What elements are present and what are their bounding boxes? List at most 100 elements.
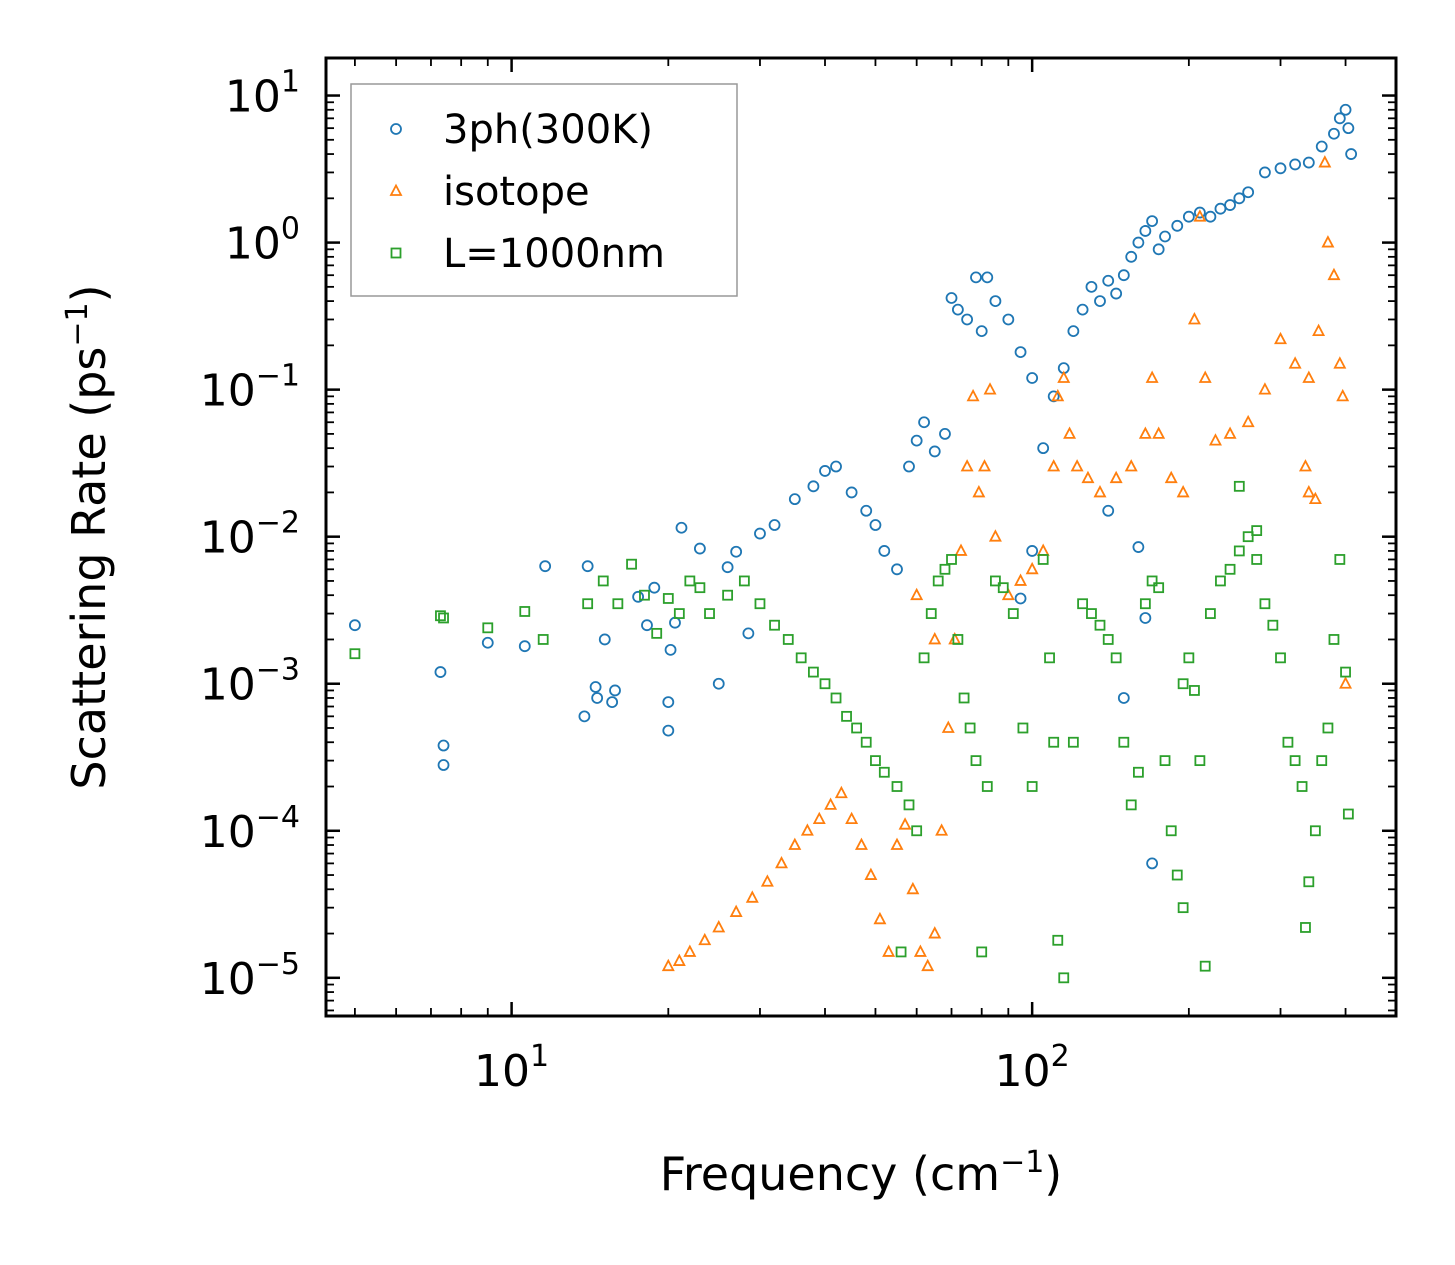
data-point: [1176, 484, 1190, 498]
data-point: [1233, 545, 1245, 557]
data-point: [978, 459, 992, 472]
data-point: [1133, 766, 1144, 778]
y-tick-label: 101: [225, 65, 300, 123]
data-point: [1289, 158, 1302, 171]
data-point: [941, 720, 955, 733]
data-point: [869, 519, 882, 531]
data-point: [975, 325, 988, 338]
data-point: [537, 634, 549, 645]
data-point: [662, 696, 675, 708]
x-tick-labels: 101 102: [474, 1039, 1070, 1097]
data-point: [1026, 545, 1039, 557]
data-point: [1094, 295, 1106, 308]
data-point: [834, 785, 848, 799]
data-point: [1303, 876, 1315, 888]
x-tick-label: 102: [995, 1039, 1070, 1097]
data-point: [939, 563, 951, 575]
data-point: [1102, 634, 1114, 645]
data-point: [482, 622, 494, 634]
y-tick-labels: 101 100 10−1 10−2 10−3 10−4 10−5: [200, 65, 300, 1005]
data-point: [769, 619, 780, 631]
data-point: [925, 608, 937, 619]
data-point: [918, 652, 930, 664]
data-point: [1289, 755, 1301, 767]
data-point: [782, 634, 794, 645]
data-point: [1322, 722, 1334, 734]
data-point: [990, 575, 1001, 587]
data-point: [981, 781, 993, 792]
data-point: [1058, 972, 1070, 984]
data-point: [1233, 480, 1245, 492]
data-point: [1342, 122, 1355, 135]
data-point: [1342, 808, 1354, 820]
data-point: [1193, 209, 1207, 222]
data-point: [1139, 612, 1152, 624]
data-point: [864, 867, 878, 880]
data-point: [1204, 210, 1217, 223]
y-tick-label: 10−2: [200, 506, 300, 564]
data-point: [1002, 313, 1015, 326]
data-point: [1183, 652, 1195, 664]
data-point: [1328, 634, 1340, 645]
data-point: [760, 874, 774, 887]
data-point: [1204, 608, 1216, 619]
data-point: [1165, 825, 1177, 837]
data-point: [860, 736, 872, 748]
data-point: [1124, 459, 1138, 472]
data-point: [1052, 934, 1064, 946]
legend-label: L=1000nm: [443, 231, 665, 277]
data-point: [1333, 356, 1347, 369]
data-points: [348, 103, 1358, 984]
data-point: [1132, 541, 1145, 553]
data-point: [928, 632, 942, 645]
data-point: [1117, 269, 1130, 282]
data-point: [1159, 230, 1171, 243]
data-point: [795, 652, 807, 664]
data-point: [1081, 470, 1095, 484]
data-point: [1194, 755, 1206, 767]
data-point: [1334, 554, 1346, 565]
data-point: [1132, 236, 1145, 249]
data-point: [754, 598, 766, 610]
data-point: [1025, 561, 1039, 575]
data-point: [966, 388, 980, 402]
data-point: [788, 493, 801, 506]
data-point: [882, 944, 896, 957]
data-point: [1309, 825, 1321, 837]
data-point: [910, 587, 924, 601]
data-point: [808, 666, 819, 678]
legend-marker: [390, 123, 402, 135]
data-point: [997, 582, 1009, 594]
data-point: [1159, 755, 1171, 767]
data-point: [845, 811, 859, 825]
data-point: [1057, 370, 1071, 383]
data-point: [976, 946, 988, 958]
data-point: [1233, 192, 1246, 205]
data-point: [1164, 470, 1178, 484]
data-point: [1118, 736, 1130, 748]
data-point: [1036, 543, 1050, 556]
data-point: [1152, 426, 1166, 439]
data-point: [662, 724, 675, 737]
data-point: [1267, 619, 1279, 631]
data-point: [1067, 325, 1080, 338]
data-point: [1187, 312, 1201, 325]
data-point: [1070, 459, 1084, 472]
data-point: [1001, 587, 1015, 601]
data-point: [775, 855, 789, 869]
data-point: [1146, 215, 1159, 227]
data-point: [438, 612, 449, 624]
data-point: [1110, 652, 1122, 664]
data-point: [903, 460, 915, 473]
data-point: [1333, 112, 1346, 125]
data-point: [738, 575, 750, 587]
data-point: [1146, 575, 1158, 587]
data-point: [1077, 598, 1088, 610]
data-point: [1125, 799, 1137, 811]
data-point: [830, 692, 842, 704]
data-point: [1282, 736, 1294, 748]
data-point: [589, 681, 602, 693]
data-point: [1051, 388, 1065, 402]
data-point: [1215, 575, 1226, 587]
